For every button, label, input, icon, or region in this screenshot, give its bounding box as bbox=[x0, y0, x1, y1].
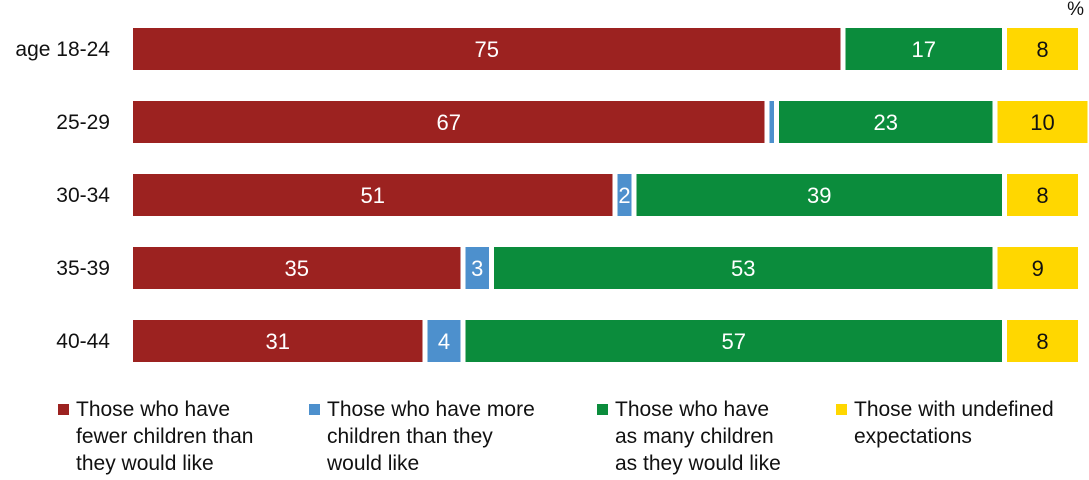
data-label: 8 bbox=[1036, 183, 1048, 208]
data-label: 10 bbox=[1030, 110, 1054, 135]
bar-segment bbox=[1007, 28, 1078, 70]
bar-segment bbox=[1007, 320, 1078, 362]
bar-segment bbox=[779, 101, 993, 143]
bar-segment bbox=[133, 247, 461, 289]
legend-item-fewer: Those who have fewer children than they … bbox=[58, 396, 253, 477]
bar-segment bbox=[617, 174, 632, 216]
bar-segment bbox=[845, 28, 1002, 70]
legend-swatch-undefined bbox=[836, 404, 847, 415]
legend: Those who have fewer children than they … bbox=[0, 396, 1089, 480]
legend-swatch-more bbox=[309, 404, 320, 415]
data-label: 57 bbox=[722, 329, 746, 354]
bar-segment bbox=[1007, 174, 1078, 216]
data-label: 75 bbox=[475, 37, 499, 62]
data-label: 67 bbox=[437, 110, 461, 135]
legend-label-more: Those who have more children than they w… bbox=[327, 398, 535, 475]
legend-item-more: Those who have more children than they w… bbox=[309, 396, 535, 477]
bar-segment bbox=[133, 28, 841, 70]
category-label: 25-29 bbox=[56, 111, 110, 134]
bar-segment bbox=[133, 320, 423, 362]
data-label: 17 bbox=[912, 37, 936, 62]
bar-segment bbox=[465, 247, 489, 289]
legend-label-undefined: Those with undefined expectations bbox=[854, 398, 1054, 448]
legend-swatch-fewer bbox=[58, 404, 69, 415]
category-label: age 18-24 bbox=[15, 38, 110, 61]
data-label: 23 bbox=[874, 110, 898, 135]
data-label: 3 bbox=[471, 256, 483, 281]
bar-segment bbox=[636, 174, 1002, 216]
legend-label-fewer: Those who have fewer children than they … bbox=[76, 398, 254, 475]
legend-swatch-as-many bbox=[597, 404, 608, 415]
bar-segment bbox=[997, 101, 1088, 143]
data-label: 2 bbox=[618, 183, 630, 208]
legend-item-undefined: Those with undefined expectations bbox=[836, 396, 1054, 450]
legend-item-as-many: Those who have as many children as they … bbox=[597, 396, 781, 477]
data-label: 39 bbox=[807, 183, 831, 208]
bar-segment bbox=[133, 101, 765, 143]
data-label: 4 bbox=[438, 329, 450, 354]
data-label: 53 bbox=[731, 256, 755, 281]
bar-segment bbox=[769, 101, 774, 143]
bar-segment bbox=[465, 320, 1002, 362]
data-label: 8 bbox=[1036, 37, 1048, 62]
category-label: 30-34 bbox=[56, 184, 110, 207]
bar-segment bbox=[427, 320, 461, 362]
bar-segment bbox=[997, 247, 1078, 289]
data-label: 35 bbox=[285, 256, 309, 281]
data-label: 9 bbox=[1032, 256, 1044, 281]
category-label: 35-39 bbox=[56, 257, 110, 280]
data-label: 51 bbox=[361, 183, 385, 208]
data-label: 8 bbox=[1036, 329, 1048, 354]
unit-label: % bbox=[1067, 0, 1084, 20]
legend-label-as-many: Those who have as many children as they … bbox=[615, 398, 781, 475]
data-label: 31 bbox=[266, 329, 290, 354]
bar-segment bbox=[133, 174, 613, 216]
bar-segment bbox=[494, 247, 993, 289]
category-label: 40-44 bbox=[56, 330, 110, 353]
